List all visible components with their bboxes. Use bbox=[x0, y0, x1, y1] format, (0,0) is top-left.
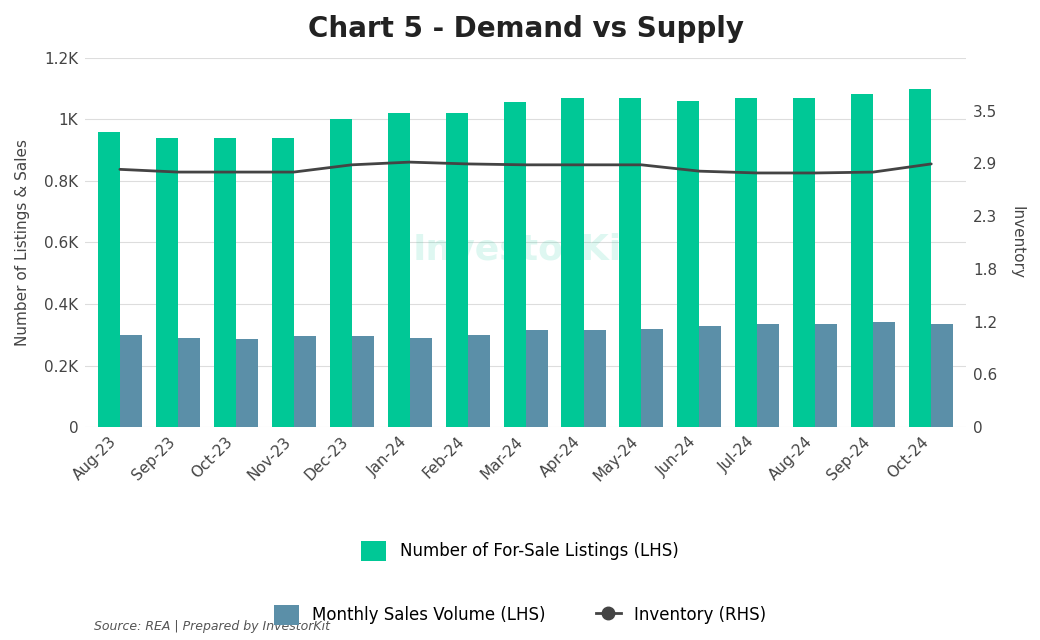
Inventory (RHS) bbox=[113, 166, 126, 173]
Bar bbox=[236, 339, 258, 427]
Bar bbox=[620, 98, 642, 427]
Bar bbox=[700, 326, 722, 427]
Inventory (RHS) bbox=[404, 158, 416, 166]
Inventory (RHS) bbox=[694, 167, 706, 175]
Bar bbox=[815, 324, 837, 427]
Bar bbox=[271, 138, 293, 427]
Inventory (RHS) bbox=[577, 161, 590, 169]
Line: Inventory (RHS): Inventory (RHS) bbox=[120, 162, 931, 173]
Bar bbox=[909, 88, 931, 427]
Bar bbox=[98, 132, 120, 427]
Bar bbox=[178, 339, 200, 427]
Bar bbox=[468, 335, 490, 427]
Y-axis label: Number of Listings & Sales: Number of Listings & Sales bbox=[15, 139, 30, 346]
Bar bbox=[677, 101, 700, 427]
Bar bbox=[874, 323, 895, 427]
Inventory (RHS) bbox=[172, 168, 184, 176]
Inventory (RHS) bbox=[867, 168, 880, 176]
Bar bbox=[293, 336, 316, 427]
Inventory (RHS) bbox=[287, 168, 300, 176]
Y-axis label: Inventory: Inventory bbox=[1010, 206, 1025, 279]
Bar bbox=[214, 138, 236, 427]
Bar bbox=[794, 98, 815, 427]
Inventory (RHS) bbox=[230, 168, 242, 176]
Inventory (RHS) bbox=[519, 161, 531, 169]
Bar bbox=[330, 120, 352, 427]
Bar bbox=[735, 98, 757, 427]
Bar bbox=[388, 113, 410, 427]
Title: Chart 5 - Demand vs Supply: Chart 5 - Demand vs Supply bbox=[308, 15, 744, 43]
Text: InvestorKit: InvestorKit bbox=[412, 233, 639, 267]
Bar bbox=[503, 102, 525, 427]
Bar bbox=[410, 338, 432, 427]
Inventory (RHS) bbox=[751, 169, 763, 177]
Bar bbox=[562, 98, 583, 427]
Bar bbox=[352, 336, 373, 427]
Bar bbox=[120, 335, 141, 427]
Bar bbox=[757, 324, 779, 427]
Bar bbox=[852, 94, 874, 427]
Legend: Monthly Sales Volume (LHS), Inventory (RHS): Monthly Sales Volume (LHS), Inventory (R… bbox=[267, 598, 773, 632]
Bar bbox=[931, 324, 954, 427]
Bar bbox=[583, 330, 605, 427]
Inventory (RHS) bbox=[809, 169, 822, 177]
Bar bbox=[156, 138, 178, 427]
Bar bbox=[525, 330, 548, 427]
Legend: Number of For-Sale Listings (LHS): Number of For-Sale Listings (LHS) bbox=[355, 534, 685, 568]
Text: Source: REA | Prepared by InvestorKit: Source: REA | Prepared by InvestorKit bbox=[94, 620, 330, 634]
Inventory (RHS) bbox=[345, 161, 358, 169]
Bar bbox=[642, 328, 664, 427]
Inventory (RHS) bbox=[925, 160, 937, 168]
Inventory (RHS) bbox=[635, 161, 648, 169]
Inventory (RHS) bbox=[462, 160, 474, 168]
Bar bbox=[445, 113, 468, 427]
